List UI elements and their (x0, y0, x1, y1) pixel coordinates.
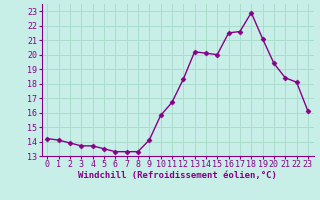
X-axis label: Windchill (Refroidissement éolien,°C): Windchill (Refroidissement éolien,°C) (78, 171, 277, 180)
